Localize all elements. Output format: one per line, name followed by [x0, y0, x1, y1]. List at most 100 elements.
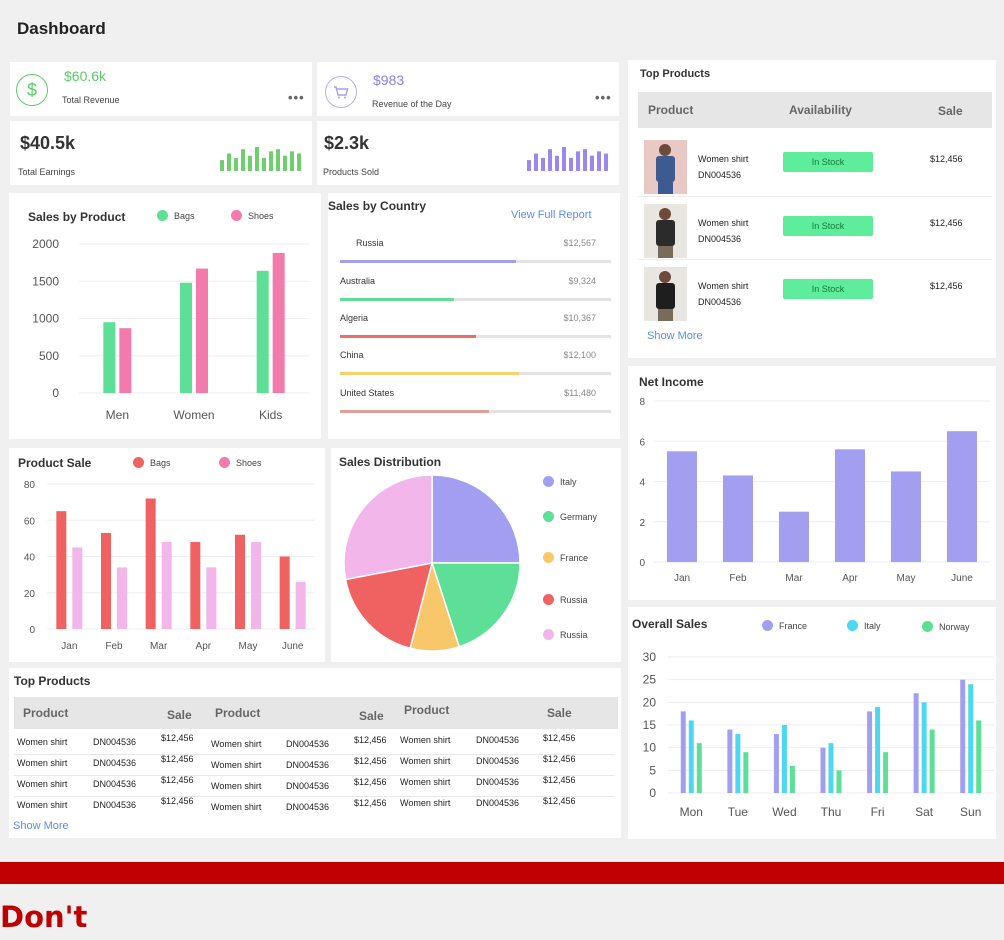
table-cell: Women shirt — [400, 756, 451, 766]
bar — [773, 734, 779, 793]
bar — [836, 770, 842, 793]
bar — [743, 752, 749, 793]
x-tick-label: June — [282, 641, 304, 652]
progress-fill — [340, 260, 517, 263]
show-more-link[interactable]: Show More — [13, 820, 69, 832]
total-revenue-label: Total Revenue — [62, 95, 120, 105]
total-revenue-value: $60.6k — [64, 68, 107, 84]
col-header: Sale — [547, 706, 572, 720]
bar — [891, 471, 921, 562]
bar — [696, 743, 702, 793]
product-photo — [644, 204, 687, 258]
bar — [190, 542, 201, 629]
spark-bar — [241, 149, 245, 171]
bar — [206, 567, 217, 629]
table-cell: Women shirt — [17, 758, 68, 768]
net-income-title: Net Income — [639, 375, 704, 389]
country-value: $12,567 — [563, 238, 596, 248]
more-icon[interactable]: ••• — [595, 90, 612, 105]
table-cell: DN004536 — [476, 798, 520, 808]
spark-bar — [290, 151, 294, 171]
row-divider — [14, 775, 614, 776]
pie-legend-item: Russia — [543, 594, 588, 606]
legend-dot — [543, 629, 554, 641]
country-name: Australia — [340, 276, 376, 286]
table-cell: $12,456 — [161, 775, 194, 785]
legend-norway: Norway — [922, 621, 970, 633]
y-tick-label: 5 — [649, 763, 656, 777]
total-revenue-card: $ $60.6k Total Revenue ••• — [10, 62, 312, 116]
revenue-day-value: $983 — [373, 72, 405, 88]
country-value: $12,100 — [563, 350, 596, 360]
row-divider — [638, 259, 992, 260]
col-header: Product — [404, 703, 450, 717]
x-tick-label: May — [239, 641, 258, 652]
more-icon[interactable]: ••• — [288, 90, 305, 105]
table-cell: Women shirt — [400, 798, 451, 808]
table-cell: $12,456 — [354, 777, 387, 787]
legend-label: Germany — [560, 511, 598, 522]
x-tick-label: Mar — [150, 641, 168, 652]
table-cell: DN004536 — [93, 758, 137, 768]
product-image — [644, 267, 687, 321]
view-full-report-link[interactable]: View Full Report — [511, 209, 592, 221]
table-cell: Women shirt — [211, 802, 262, 812]
bar — [256, 270, 269, 393]
table-cell: $12,456 — [354, 735, 387, 745]
legend-label: Russia — [560, 594, 588, 605]
bar — [835, 449, 865, 562]
spark-bar — [604, 153, 608, 171]
x-tick-label: Apr — [842, 573, 858, 584]
col-header: Product — [215, 706, 261, 720]
col-header: Sale — [167, 708, 192, 722]
progress-track — [340, 335, 611, 338]
pie-legend-item: Russia — [543, 629, 588, 641]
cart-icon — [325, 76, 357, 108]
table-cell: Women shirt — [17, 800, 68, 810]
row-divider — [14, 754, 614, 755]
col-availability: Availability — [789, 103, 852, 117]
overall-sales-title: Overall Sales — [632, 617, 708, 631]
bar — [723, 475, 753, 562]
product-sale: $12,456 — [930, 154, 963, 164]
x-tick-label: Women — [173, 408, 214, 422]
table-cell: DN004536 — [93, 779, 137, 789]
bar — [960, 679, 966, 793]
country-value: $10,367 — [563, 313, 596, 323]
bar — [235, 534, 245, 629]
spark-bar — [283, 155, 287, 171]
legend-shoes: Shoes — [219, 457, 262, 469]
country-value: $11,480 — [564, 388, 596, 398]
col-header: Sale — [359, 709, 384, 723]
y-tick-label: 1500 — [32, 274, 59, 288]
table-cell: Women shirt — [211, 760, 262, 770]
legend-label: France — [560, 552, 589, 563]
bar — [735, 734, 741, 793]
bar — [161, 542, 172, 629]
table-cell: DN004536 — [476, 735, 520, 745]
table-cell: $12,456 — [161, 733, 194, 743]
bar — [727, 729, 733, 793]
total-earnings-label: Total Earnings — [18, 167, 76, 177]
bar — [272, 252, 285, 393]
pie-slice — [430, 562, 521, 648]
table-cell: DN004536 — [93, 737, 137, 747]
table-cell: $12,456 — [543, 775, 576, 785]
table-cell: DN004536 — [286, 739, 330, 749]
bar — [789, 765, 795, 793]
status-badge: In Stock — [783, 279, 873, 299]
table-cell: Women shirt — [211, 739, 262, 749]
bar — [180, 282, 192, 393]
bar — [947, 431, 977, 562]
show-more-link[interactable]: Show More — [647, 330, 703, 342]
progress-fill — [340, 335, 476, 338]
x-tick-label: Mar — [785, 573, 803, 584]
col-product: Product — [648, 103, 694, 117]
country-name: Algeria — [340, 313, 369, 323]
spark-bar — [527, 160, 531, 171]
spark-bar — [248, 155, 252, 171]
spark-bar — [555, 155, 559, 171]
progress-track — [340, 260, 611, 263]
product-sale: $12,456 — [930, 281, 963, 291]
table-cell: DN004536 — [476, 756, 520, 766]
